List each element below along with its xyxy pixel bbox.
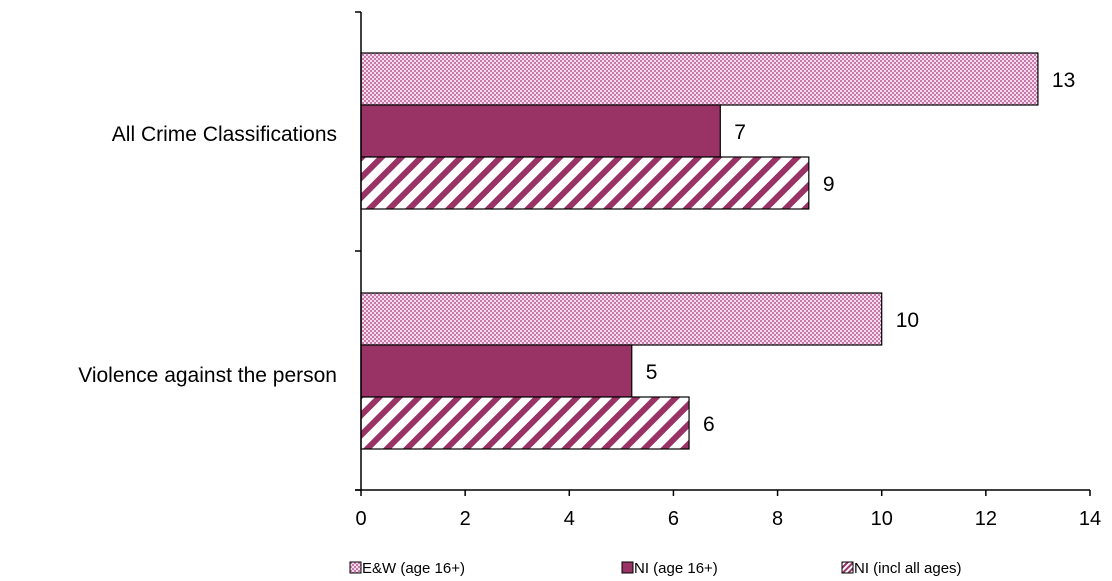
x-tick-label-6: 6 <box>668 508 679 530</box>
data-label-violence-ni-16: 5 <box>646 361 658 384</box>
legend: E&W (age 16+) NI (age 16+) NI (incl all … <box>349 560 962 577</box>
legend-label-ni-16: NI (age 16+) <box>634 560 718 577</box>
bar-all-crime-ew-16 <box>360 52 1039 106</box>
data-labels: 13 7 9 10 5 6 <box>646 69 1076 436</box>
bar-violence-ni-all <box>360 396 690 450</box>
data-label-all-crime-ew-16: 13 <box>1052 69 1075 92</box>
legend-label-ni-all: NI (incl all ages) <box>854 560 962 577</box>
legend-swatch-ni-16 <box>621 561 634 574</box>
x-axis-ticks: 0 2 4 6 8 10 12 14 <box>355 490 1101 530</box>
x-tick-label-4: 4 <box>564 508 575 530</box>
bar-all-crime-ni-all <box>360 156 810 210</box>
x-tick-label-10: 10 <box>871 508 893 530</box>
category-labels: All Crime Classifications Violence again… <box>78 123 337 387</box>
legend-swatch-ni-all <box>841 561 854 574</box>
x-tick-label-12: 12 <box>975 508 997 530</box>
bar-all-crime-ni-16 <box>360 104 721 158</box>
x-tick-label-0: 0 <box>355 508 366 530</box>
bar-violence-ew-16 <box>360 292 883 346</box>
data-label-all-crime-ni-16: 7 <box>734 121 746 144</box>
data-label-violence-ni-all: 6 <box>703 413 715 436</box>
legend-label-ew: E&W (age 16+) <box>362 560 465 577</box>
y-axis-ticks <box>355 11 361 491</box>
legend-swatch-ew <box>349 561 362 574</box>
x-tick-label-2: 2 <box>460 508 471 530</box>
data-label-all-crime-ni-all: 9 <box>823 173 835 196</box>
x-tick-label-14: 14 <box>1079 508 1101 530</box>
x-tick-label-8: 8 <box>772 508 783 530</box>
category-label-violence: Violence against the person <box>78 364 337 387</box>
category-label-all-crime: All Crime Classifications <box>112 123 337 146</box>
bars <box>360 52 1039 450</box>
bar-violence-ni-16 <box>360 344 633 398</box>
data-label-violence-ew-16: 10 <box>896 309 919 332</box>
